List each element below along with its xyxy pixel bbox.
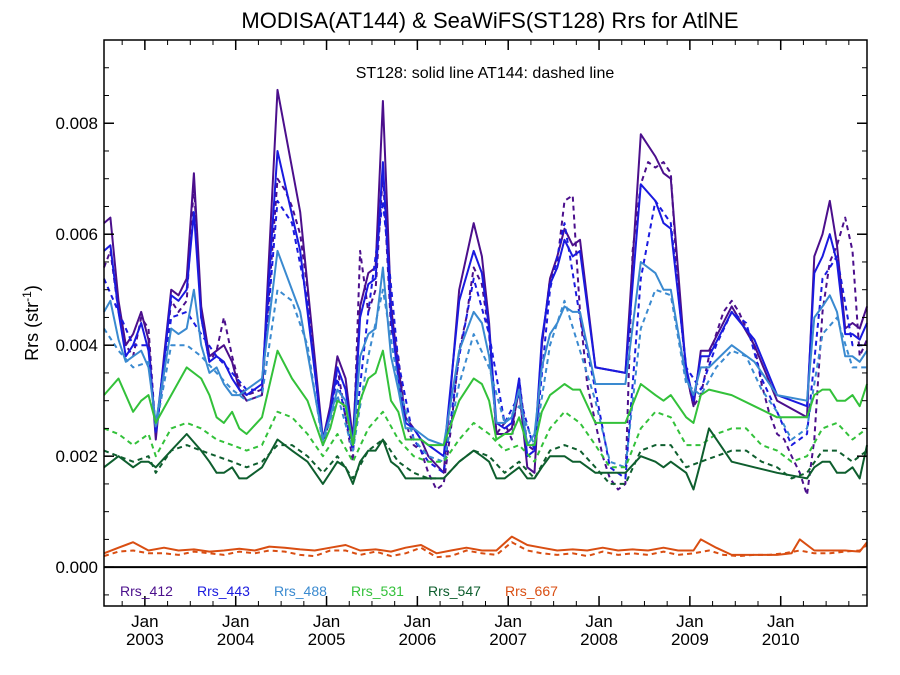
rrs-488-dashed-line <box>103 288 867 469</box>
rrs-667-solid-line <box>103 535 868 556</box>
rrs-547-solid-line <box>103 427 868 491</box>
x-tick-year-label: 2010 <box>762 630 800 649</box>
rrs-531-solid-line <box>103 349 868 447</box>
x-tick-month-label: Jan <box>585 612 612 631</box>
legend-entry-rrs-443: Rrs_443 <box>197 583 250 599</box>
plot-frame <box>103 39 868 607</box>
y-axis-title-close: ) <box>22 285 42 291</box>
x-tick-year-label: 2003 <box>126 630 164 649</box>
x-tick-year-label: 2007 <box>489 630 527 649</box>
axis-layer: 0.0000.0020.0040.0060.008Jan2003Jan2004J… <box>55 40 867 649</box>
x-tick-month-label: Jan <box>404 612 431 631</box>
y-tick-label: 0.006 <box>55 225 98 244</box>
x-tick-month-label: Jan <box>313 612 340 631</box>
x-tick-month-label: Jan <box>222 612 249 631</box>
rrs-531-dashed-line <box>103 410 868 469</box>
x-tick-year-label: 2005 <box>308 630 346 649</box>
x-tick-month-label: Jan <box>131 612 158 631</box>
y-axis-title-superscript: -1 <box>20 291 34 302</box>
x-tick-year-label: 2006 <box>398 630 436 649</box>
x-tick-month-label: Jan <box>494 612 521 631</box>
x-tick-month-label: Jan <box>767 612 794 631</box>
y-tick-label: 0.000 <box>55 558 98 577</box>
y-tick-label: 0.004 <box>55 336 98 355</box>
rrs-443-solid-line <box>103 150 868 458</box>
legend-entry-rrs-547: Rrs_547 <box>428 583 481 599</box>
chart-title: MODISA(AT144) & SeaWiFS(ST128) Rrs for A… <box>241 8 738 33</box>
y-tick-label: 0.002 <box>55 447 98 466</box>
rrs-547-dashed-line <box>103 438 868 485</box>
rrs-412-solid-line <box>103 88 868 474</box>
legend-entry-rrs-531: Rrs_531 <box>351 583 404 599</box>
legend-entry-rrs-488: Rrs_488 <box>274 583 327 599</box>
x-tick-year-label: 2009 <box>671 630 709 649</box>
rrs-412-dashed-line <box>103 161 868 496</box>
chart-subtitle: ST128: solid line AT144: dashed line <box>356 65 615 82</box>
y-axis-title: Rrs (str-1) <box>20 285 42 361</box>
legend-entry-rrs-667: Rrs_667 <box>505 583 558 599</box>
y-tick-label: 0.008 <box>55 114 98 133</box>
series-layer <box>103 88 868 559</box>
rrs-443-dashed-line <box>103 199 867 480</box>
x-tick-year-label: 2004 <box>217 630 255 649</box>
y-axis-title-main: Rrs (str <box>22 302 42 361</box>
x-tick-year-label: 2008 <box>580 630 618 649</box>
legend-entry-rrs-412: Rrs_412 <box>120 583 173 599</box>
x-tick-month-label: Jan <box>676 612 703 631</box>
legend: Rrs_412 Rrs_443 Rrs_488 Rrs_531 Rrs_547 Rrs_6… <box>120 583 558 599</box>
rrs-667-dashed-line <box>103 541 868 559</box>
